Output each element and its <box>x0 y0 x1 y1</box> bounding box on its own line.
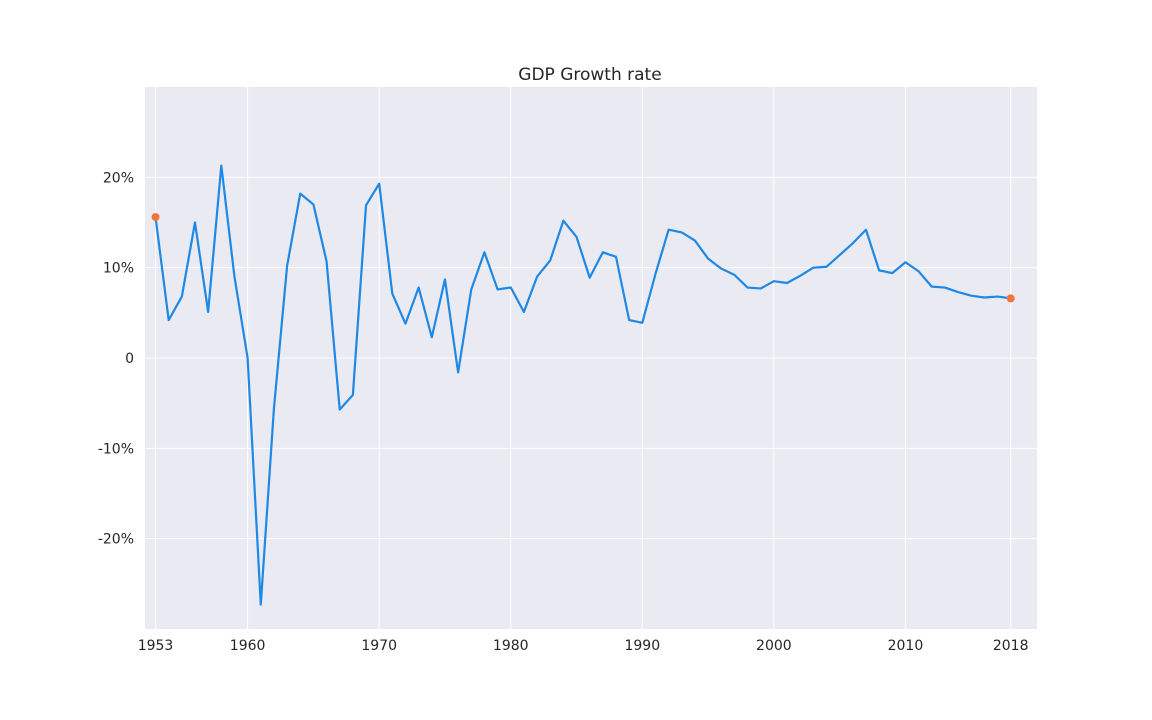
chart-title: GDP Growth rate <box>518 65 661 85</box>
x-tick-label-1980: 1980 <box>493 638 529 654</box>
highlight-point-1953 <box>151 213 160 222</box>
y-tick-labels: -20% -10% 0 10% 20% <box>98 170 134 547</box>
x-tick-label-1990: 1990 <box>624 638 660 654</box>
y-tick-label-10: 10% <box>103 261 134 277</box>
y-tick-label--10: -10% <box>98 441 134 457</box>
highlight-point-2018 <box>1006 294 1015 303</box>
y-gridlines <box>145 176 1037 540</box>
x-tick-label-2000: 2000 <box>756 638 792 654</box>
y-tick-label-20: 20% <box>103 170 134 186</box>
x-tick-label-2010: 2010 <box>888 638 924 654</box>
highlight-markers <box>151 213 1015 303</box>
x-tick-label-1960: 1960 <box>230 638 266 654</box>
x-tick-labels: 1953 1960 1970 1980 1990 2000 2010 2018 <box>138 638 1029 654</box>
gdp-growth-line <box>154 164 1012 606</box>
y-tick-label-0: 0 <box>125 351 134 367</box>
x-tick-label-2018: 2018 <box>993 638 1029 654</box>
x-tick-label-1970: 1970 <box>361 638 397 654</box>
y-tick-label--20: -20% <box>98 532 134 548</box>
x-tick-label-1953: 1953 <box>138 638 174 654</box>
